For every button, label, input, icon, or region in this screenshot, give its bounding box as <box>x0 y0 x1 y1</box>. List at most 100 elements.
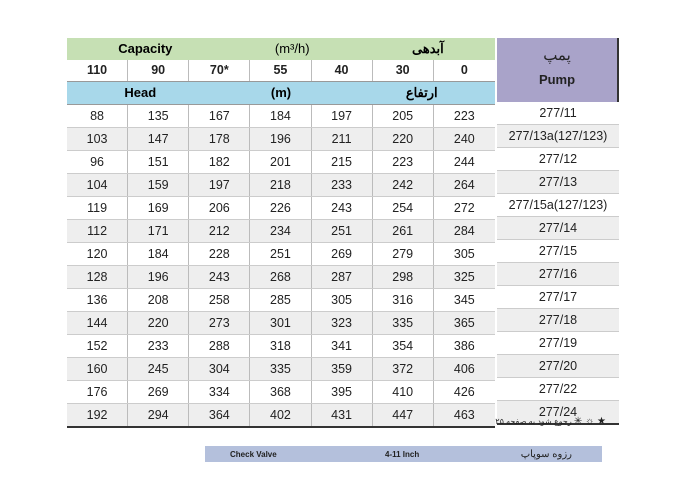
check-valve-label: Check Valve <box>230 449 277 459</box>
head-value: 301 <box>250 311 312 334</box>
head-value: 368 <box>250 380 312 403</box>
head-value: 103 <box>67 127 129 150</box>
capacity-unit: (m³/h) <box>274 41 310 57</box>
head-value: 208 <box>128 288 190 311</box>
table-row: 136 208 258 285 305 316 345 <box>67 288 495 312</box>
head-value: 268 <box>250 265 312 288</box>
head-value: 135 <box>128 104 190 127</box>
table-row: 88 135 167 184 197 205 223 <box>67 104 495 128</box>
head-value: 251 <box>312 219 373 242</box>
head-value: 226 <box>250 196 312 219</box>
table-row: 144 220 273 301 323 335 365 <box>67 311 495 335</box>
head-value: 169 <box>128 196 190 219</box>
pump-model: 277/13a(127/123) <box>497 125 619 148</box>
footnote-symbols: ★ ☼ ✳ <box>573 416 606 427</box>
head-value: 345 <box>453 292 475 307</box>
head-value: 359 <box>312 357 373 380</box>
capacity-values-row: 110 90 70* 55 40 30 0 <box>67 59 495 82</box>
head-value: 151 <box>128 150 190 173</box>
table-row: 176 269 334 368 395 410 426 <box>67 380 495 404</box>
head-value: 242 <box>373 173 434 196</box>
capacity-value: 55 <box>250 59 312 81</box>
head-value: 463 <box>453 407 475 422</box>
head-value: 218 <box>250 173 312 196</box>
head-value: 431 <box>312 403 373 426</box>
table-row: 96 151 182 201 215 223 244 <box>67 150 495 174</box>
pump-model: 277/11 <box>497 102 619 125</box>
table-row: 160 245 304 335 359 372 406 <box>67 357 495 381</box>
head-value: 152 <box>67 334 129 357</box>
pump-model: 277/24 <box>497 401 619 425</box>
footnote: ★ ☼ ✳ رجوع شود به صفحه ۲۵ <box>495 416 606 427</box>
pump-label-fa: پمپ <box>543 47 571 64</box>
head-value: 354 <box>373 334 434 357</box>
head-value: 318 <box>250 334 312 357</box>
head-value: 136 <box>67 288 129 311</box>
head-value: 447 <box>373 403 434 426</box>
size-label: 4-11 Inch <box>385 449 420 459</box>
head-value: 294 <box>128 403 190 426</box>
head-value: 325 <box>453 269 475 284</box>
head-value: 147 <box>128 127 190 150</box>
table-row: 192 294 364 402 431 447 463 <box>67 403 495 428</box>
head-data-rows: 88 135 167 184 197 205 223 103 147 178 196 211 220 24… <box>67 104 495 428</box>
head-value: 119 <box>67 196 129 219</box>
head-value: 365 <box>453 315 475 330</box>
head-value: 254 <box>373 196 434 219</box>
pump-model: 277/17 <box>497 286 619 309</box>
head-label: Head <box>124 85 157 101</box>
head-value: 279 <box>373 242 434 265</box>
head-value: 215 <box>312 150 373 173</box>
head-value: 288 <box>189 334 251 357</box>
head-value: 112 <box>67 219 129 242</box>
head-value: 316 <box>373 288 434 311</box>
head-value: 258 <box>189 288 251 311</box>
pump-model: 277/16 <box>497 263 619 286</box>
head-value: 298 <box>373 265 434 288</box>
head-value: 88 <box>67 104 129 127</box>
head-value: 269 <box>128 380 190 403</box>
head-value: 245 <box>128 357 190 380</box>
head-value: 234 <box>250 219 312 242</box>
head-value: 197 <box>189 173 251 196</box>
head-value: 220 <box>373 127 434 150</box>
pump-model: 277/12 <box>497 148 619 171</box>
pump-header: پمپ Pump <box>497 38 619 102</box>
head-label-fa: ارتفاع <box>405 84 438 100</box>
pump-model: 277/15 <box>497 240 619 263</box>
head-value: 273 <box>189 311 251 334</box>
head-value: 243 <box>189 265 251 288</box>
head-value: 212 <box>189 219 251 242</box>
table-row: 112 171 212 234 251 261 284 <box>67 219 495 243</box>
head-value: 335 <box>250 357 312 380</box>
pump-label: Pump <box>538 72 576 87</box>
head-value: 341 <box>312 334 373 357</box>
head-unit: (m) <box>270 85 292 101</box>
capacity-value: 40 <box>312 59 373 81</box>
head-value: 410 <box>373 380 434 403</box>
head-value: 402 <box>250 403 312 426</box>
capacity-value: 90 <box>128 59 190 81</box>
pump-model: 277/19 <box>497 332 619 355</box>
head-value: 223 <box>373 150 434 173</box>
head-value: 144 <box>67 311 129 334</box>
head-value: 251 <box>250 242 312 265</box>
head-value: 167 <box>189 104 251 127</box>
head-value: 196 <box>128 265 190 288</box>
table-row: 128 196 243 268 287 298 325 <box>67 265 495 289</box>
head-value: 406 <box>453 361 475 376</box>
head-value: 96 <box>67 150 129 173</box>
capacity-value: 70* <box>189 59 251 81</box>
head-value: 269 <box>312 242 373 265</box>
head-value: 228 <box>189 242 251 265</box>
head-value: 176 <box>67 380 129 403</box>
head-value: 323 <box>312 311 373 334</box>
pump-model: 277/13 <box>497 171 619 194</box>
head-capacity-table: Capacity (m³/h) آبدهی 110 90 70* 55 40 30 0 Head… <box>67 38 495 428</box>
table-row: 152 233 288 318 341 354 386 <box>67 334 495 358</box>
thread-label-fa: رزوه سوپاپ <box>520 448 572 460</box>
head-header-row: Head (m) ارتفاع <box>67 82 495 105</box>
head-value: 178 <box>189 127 251 150</box>
head-value: 240 <box>453 131 475 146</box>
head-value: 104 <box>67 173 129 196</box>
